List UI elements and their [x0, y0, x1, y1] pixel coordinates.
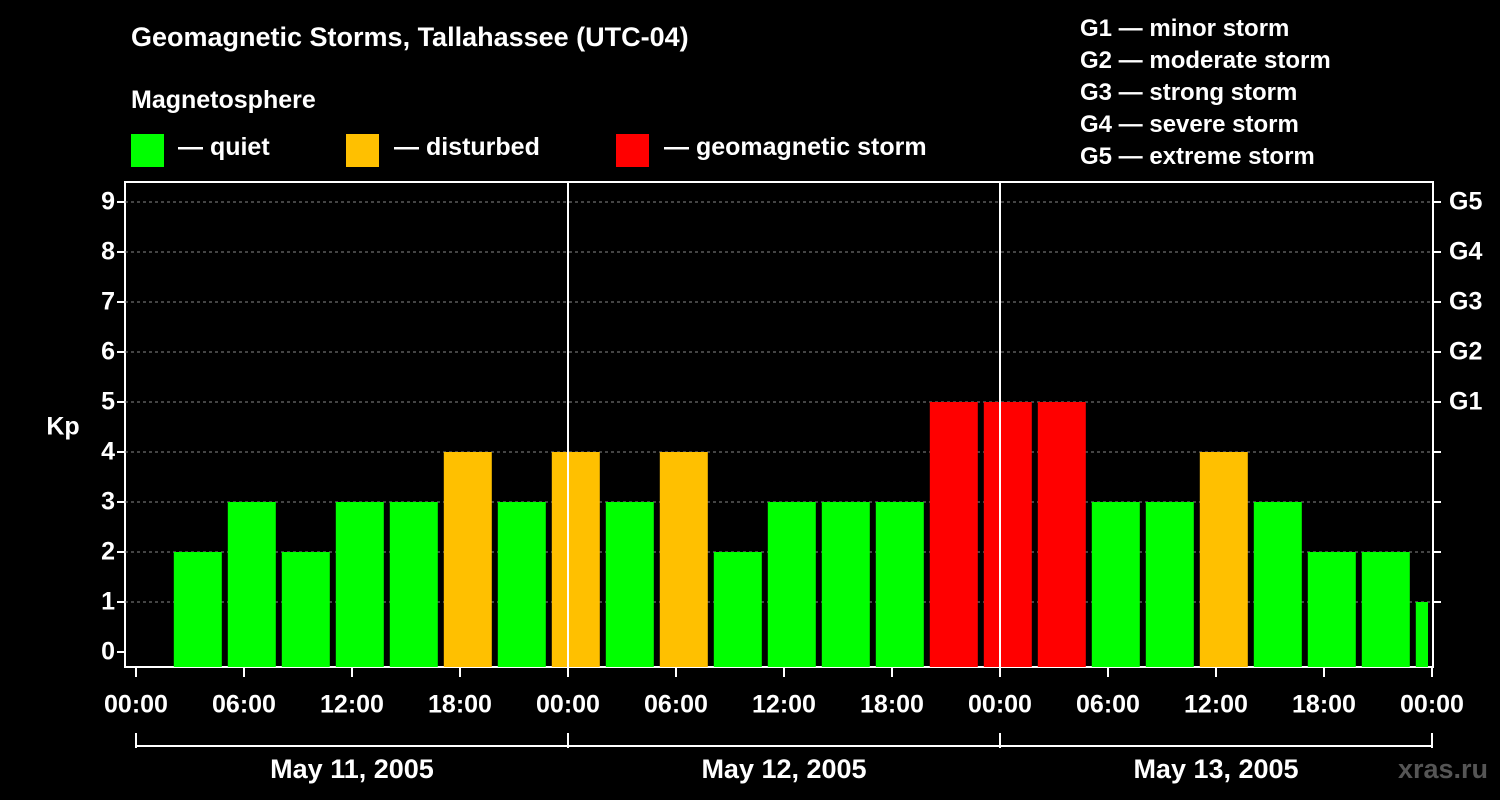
kp-bar	[1253, 502, 1302, 667]
storm-scale-g1: G1 — minor storm	[1080, 15, 1290, 42]
kp-bar	[1361, 552, 1410, 667]
kp-bar	[605, 502, 654, 667]
legend-label-disturbed: — disturbed	[394, 133, 540, 161]
right-axis-label: G3	[1449, 288, 1482, 316]
kp-bar	[443, 452, 492, 667]
y-tick-label: 6	[101, 338, 115, 366]
legend-label-quiet: — quiet	[178, 133, 270, 161]
y-tick-label: 7	[101, 288, 115, 316]
y-tick-label: 1	[101, 588, 115, 616]
kp-bar	[281, 552, 330, 667]
legend-swatch-disturbed	[346, 134, 379, 167]
kp-bar	[1091, 502, 1140, 667]
date-label: May 12, 2005	[701, 754, 866, 784]
legend-heading: Magnetosphere	[131, 86, 316, 114]
kp-bar	[389, 502, 438, 667]
date-label: May 11, 2005	[270, 754, 434, 784]
right-axis-label: G4	[1449, 238, 1482, 266]
x-tick-label: 00:00	[104, 691, 168, 719]
x-tick-label: 18:00	[428, 691, 492, 719]
right-axis-label: G1	[1449, 388, 1482, 416]
watermark: xras.ru	[1397, 754, 1488, 784]
right-axis-label: G5	[1449, 188, 1482, 216]
kp-bar	[929, 402, 978, 667]
x-tick-label: 00:00	[536, 691, 600, 719]
kp-bar	[1145, 502, 1194, 667]
x-tick-label: 12:00	[1184, 691, 1248, 719]
chart-title: Geomagnetic Storms, Tallahassee (UTC-04)	[131, 22, 689, 52]
x-tick-label: 06:00	[212, 691, 276, 719]
y-tick-label: 0	[101, 638, 115, 666]
x-tick-label: 00:00	[968, 691, 1032, 719]
x-tick-label: 06:00	[1076, 691, 1140, 719]
kp-bar	[1415, 602, 1428, 667]
kp-bar	[335, 502, 384, 667]
legend-label-storm: — geomagnetic storm	[664, 133, 927, 161]
legend-swatch-storm	[616, 134, 649, 167]
y-tick-label: 4	[101, 438, 115, 466]
x-tick-label: 00:00	[1400, 691, 1464, 719]
kp-bar	[497, 502, 546, 667]
legend-swatch-quiet	[131, 134, 164, 167]
kp-bar	[227, 502, 276, 667]
kp-bar	[1037, 402, 1086, 667]
storm-scale-g3: G3 — strong storm	[1080, 79, 1298, 106]
y-tick-label: 2	[101, 538, 115, 566]
kp-bar	[767, 502, 816, 667]
x-tick-label: 18:00	[1292, 691, 1356, 719]
kp-bar	[821, 502, 870, 667]
kp-bar	[551, 452, 600, 667]
x-tick-label: 12:00	[320, 691, 384, 719]
kp-bar	[659, 452, 708, 667]
kp-bar	[173, 552, 222, 667]
y-tick-label: 3	[101, 488, 115, 516]
kp-bar	[713, 552, 762, 667]
y-tick-label: 8	[101, 238, 115, 266]
kp-bar	[983, 402, 1032, 667]
kp-bar	[875, 502, 924, 667]
storm-scale-g2: G2 — moderate storm	[1080, 47, 1331, 74]
storm-scale-g5: G5 — extreme storm	[1080, 143, 1315, 170]
x-tick-label: 06:00	[644, 691, 708, 719]
x-tick-label: 18:00	[860, 691, 924, 719]
right-axis-label: G2	[1449, 338, 1482, 366]
kp-bar	[1307, 552, 1356, 667]
date-label: May 13, 2005	[1133, 754, 1298, 784]
storm-scale-g4: G4 — severe storm	[1080, 111, 1299, 138]
kp-bar	[1199, 452, 1248, 667]
y-axis-label: Kp	[46, 413, 79, 441]
y-tick-label: 9	[101, 188, 115, 216]
y-tick-label: 5	[101, 388, 115, 416]
x-tick-label: 12:00	[752, 691, 816, 719]
